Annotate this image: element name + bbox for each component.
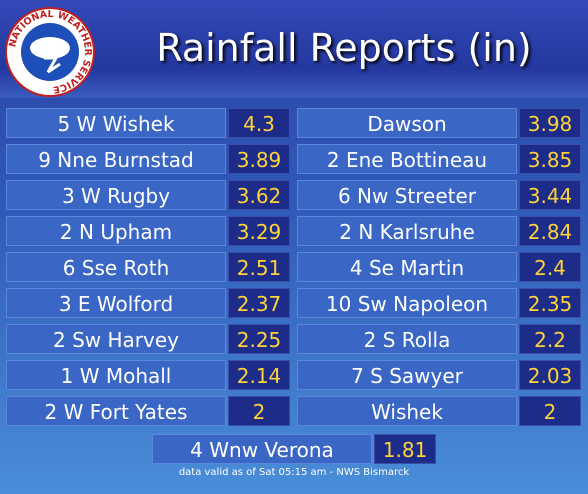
rainfall-value: 2 xyxy=(228,396,290,426)
rainfall-value: 2 xyxy=(519,396,581,426)
rainfall-value: 3.44 xyxy=(519,180,581,210)
rainfall-value: 4.3 xyxy=(228,108,290,138)
location: 4 Se Martin xyxy=(297,252,517,282)
rainfall-value: 2.14 xyxy=(228,360,290,390)
location: 2 W Fort Yates xyxy=(6,396,226,426)
location: 3 E Wolford xyxy=(6,288,226,318)
location: 1 W Mohall xyxy=(6,360,226,390)
rainfall-value: 2.4 xyxy=(519,252,581,282)
rainfall-value: 3.85 xyxy=(519,144,581,174)
rainfall-value: 2.84 xyxy=(519,216,581,246)
rainfall-value: 2.37 xyxy=(228,288,290,318)
rainfall-value: 2.03 xyxy=(519,360,581,390)
rainfall-value: 1.81 xyxy=(374,434,436,464)
rainfall-value: 2.35 xyxy=(519,288,581,318)
rainfall-value: 3.62 xyxy=(228,180,290,210)
rainfall-value: 2.51 xyxy=(228,252,290,282)
rainfall-value: 2.25 xyxy=(228,324,290,354)
location: 2 Sw Harvey xyxy=(6,324,226,354)
rainfall-value: 3.98 xyxy=(519,108,581,138)
logo: NATIONAL WEATHER SERVICE xyxy=(5,7,95,97)
footer: data valid as of Sat 05:15 am - NWS Bism… xyxy=(178,467,410,478)
location: 3 W Rugby xyxy=(6,180,226,210)
rainfall-value: 3.89 xyxy=(228,144,290,174)
header xyxy=(0,0,588,98)
location: 7 S Sawyer xyxy=(297,360,517,390)
location: 2 N Upham xyxy=(6,216,226,246)
location: 10 Sw Napoleon xyxy=(297,288,517,318)
location: 5 W Wishek xyxy=(6,108,226,138)
location: Wishek xyxy=(297,396,517,426)
location: 4 Wnw Verona xyxy=(152,434,372,464)
rainfall-value: 3.29 xyxy=(228,216,290,246)
location: 2 N Karlsruhe xyxy=(297,216,517,246)
location: 9 Nne Burnstad xyxy=(6,144,226,174)
location: 6 Nw Streeter xyxy=(297,180,517,210)
location: Dawson xyxy=(297,108,517,138)
location: 2 S Rolla xyxy=(297,324,517,354)
location: 6 Sse Roth xyxy=(6,252,226,282)
location: 2 Ene Bottineau xyxy=(297,144,517,174)
title: Rainfall Reports (in) xyxy=(156,26,532,70)
rainfall-value: 2.2 xyxy=(519,324,581,354)
